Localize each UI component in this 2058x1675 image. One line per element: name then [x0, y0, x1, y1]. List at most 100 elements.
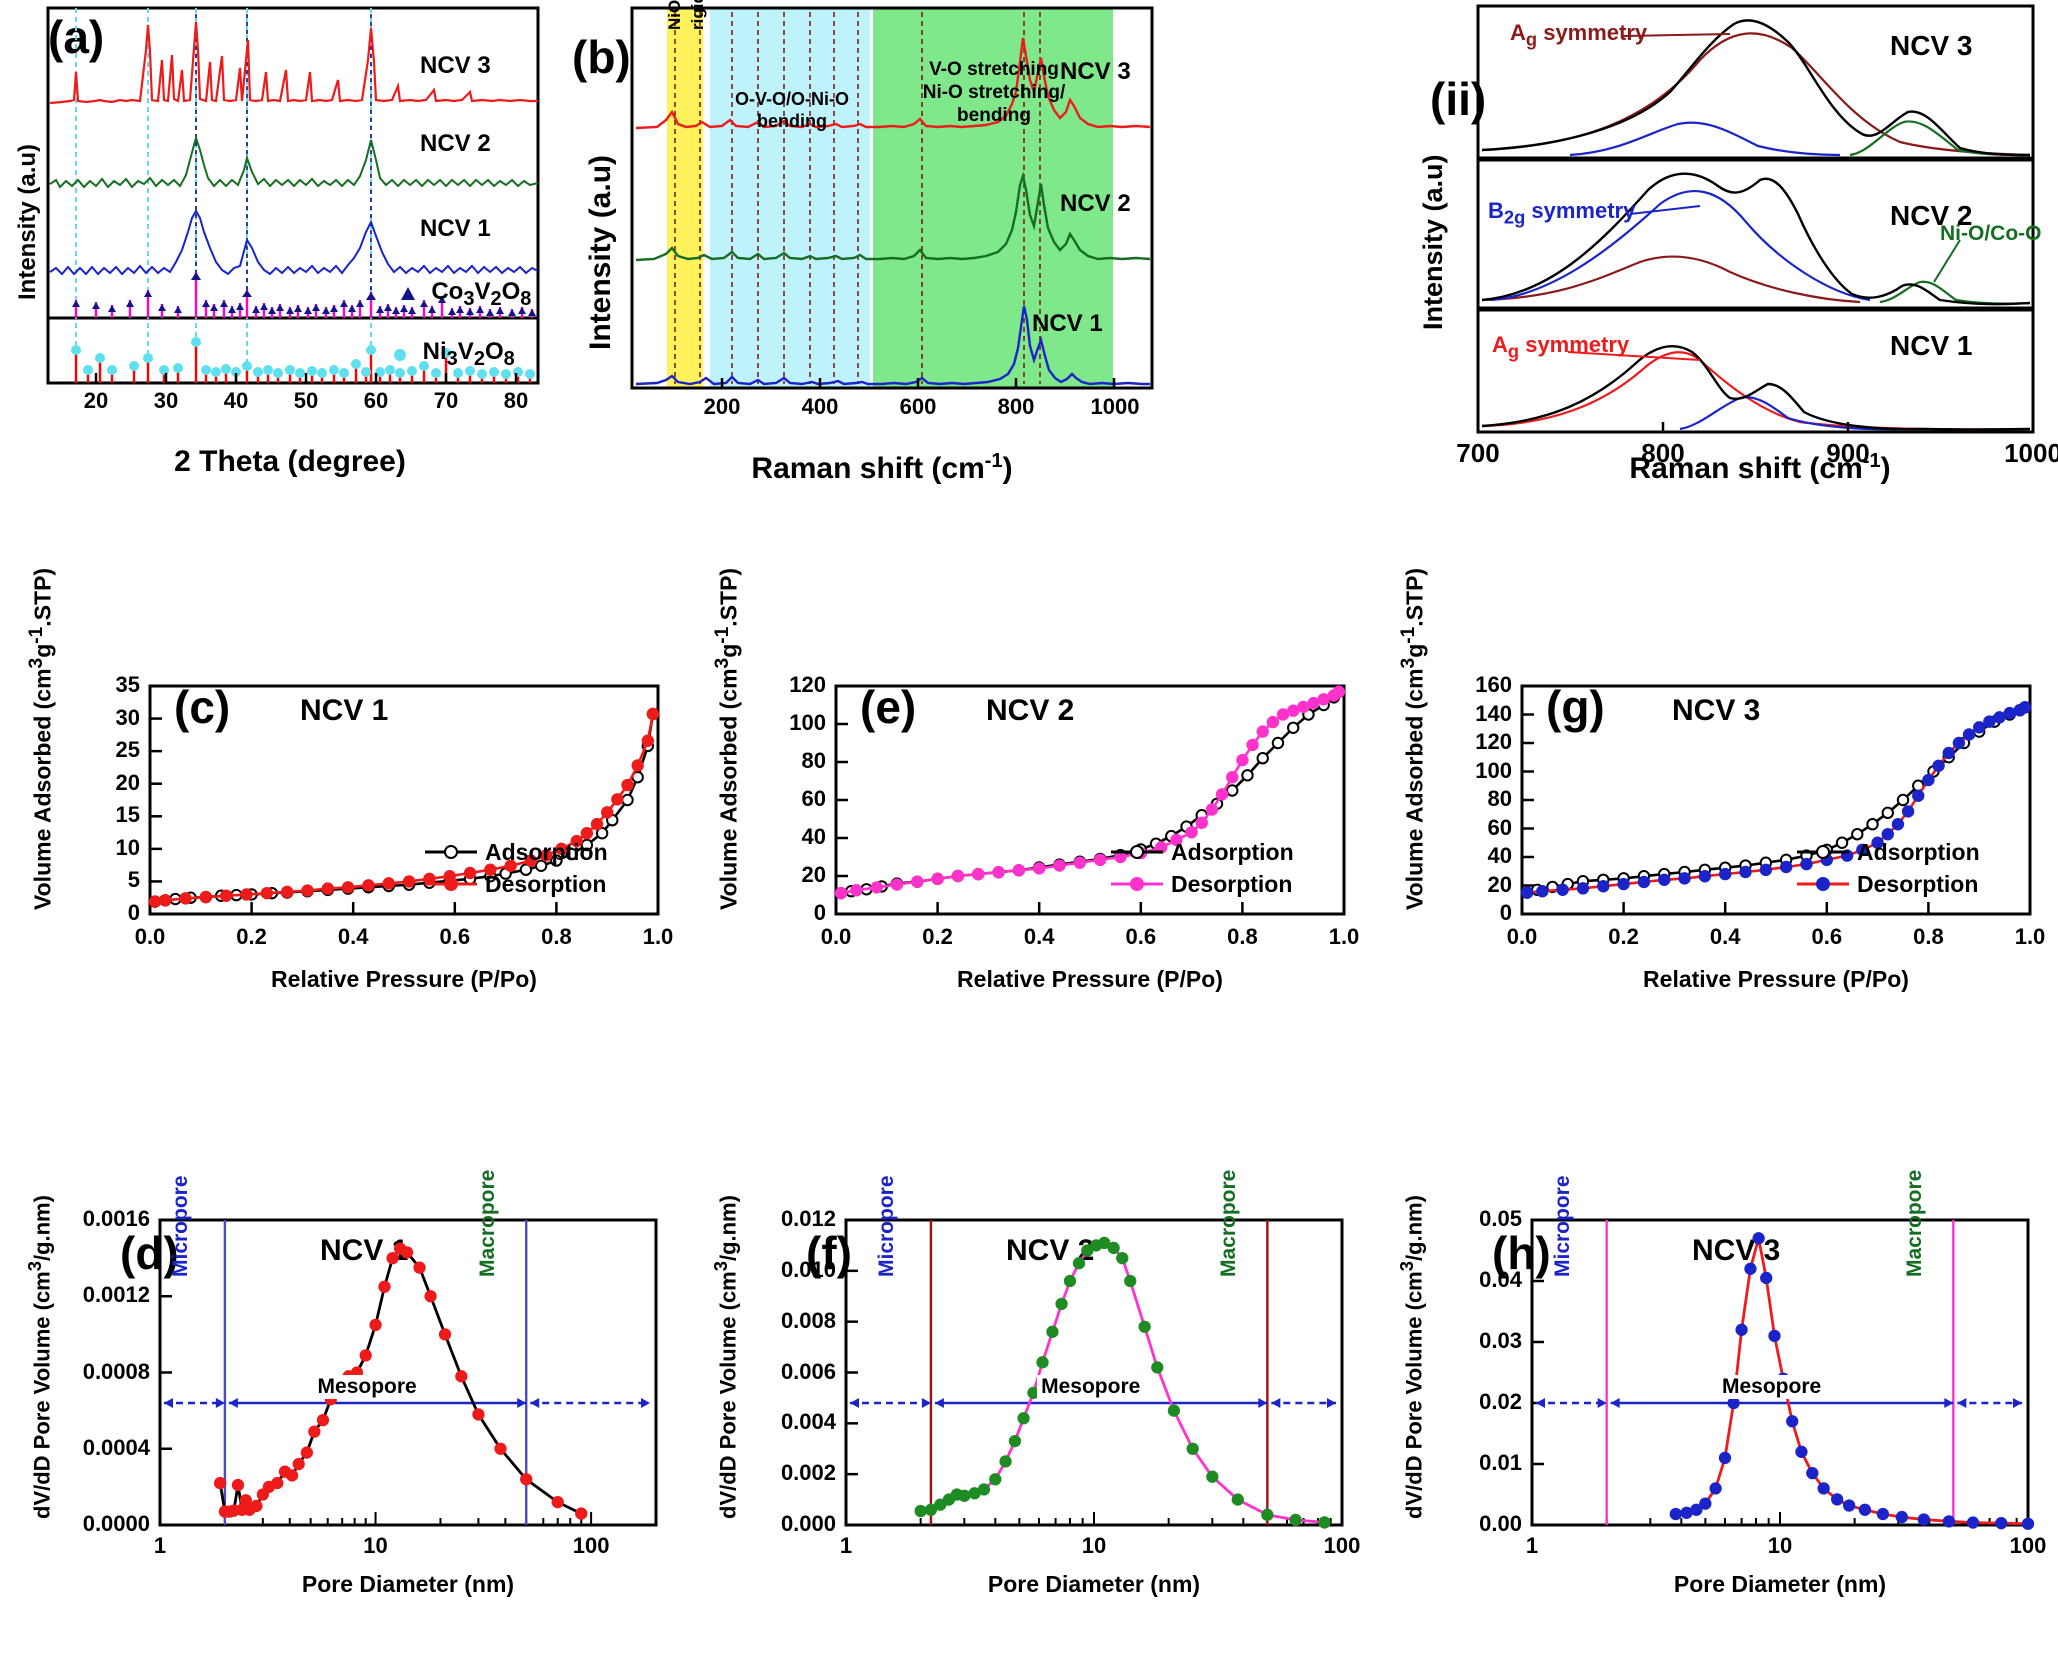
- panel-b-trace-ncv2: [635, 171, 1151, 262]
- data-point: [999, 1455, 1012, 1468]
- y-tick-label: 0.0004: [82, 1434, 150, 1460]
- data-point: [382, 877, 395, 890]
- data-point: [285, 1469, 299, 1482]
- data-point: [1817, 1482, 1830, 1495]
- x-axis-label: Pore Diameter (nm): [301, 1571, 515, 1597]
- data-point: [1008, 1434, 1022, 1448]
- data-point: [250, 1499, 263, 1513]
- region-arrow: [850, 1398, 931, 1408]
- y-tick-label: 0.012: [780, 1206, 836, 1231]
- panel-label: (c): [174, 681, 231, 733]
- data-point: [1318, 1516, 1331, 1529]
- region-label-mesopore: Mesopore: [1718, 1375, 1826, 1399]
- y-tick-label: 140: [1475, 700, 1512, 726]
- x-tick-label: 0.6: [1125, 924, 1157, 949]
- region-label-mesopore: Mesopore: [1037, 1375, 1145, 1399]
- y-tick-label: 0.02: [1479, 1389, 1522, 1414]
- x-tick-label: 0.4: [1023, 924, 1055, 949]
- data-point: [1932, 759, 1945, 773]
- data-point: [1786, 1415, 1799, 1428]
- data-point: [484, 863, 497, 876]
- region-label-micropore: Micropore: [874, 1175, 898, 1277]
- x-axis-label: Pore Diameter (nm): [987, 1571, 1201, 1597]
- panel-a-xtick-5: 70: [433, 388, 459, 413]
- y-tick-label: 15: [115, 802, 140, 828]
- data-point: [1036, 1356, 1049, 1369]
- data-point: [213, 1476, 227, 1490]
- panel-c: (c) NCV 1 Volume Adsorbed (cm3g-1.STP) Rela…: [0, 568, 686, 1006]
- data-point: [1053, 859, 1066, 872]
- data-point: [260, 886, 274, 900]
- panel-title: NCV 3: [1672, 694, 1761, 727]
- panel-g: (g) NCV 3 Volume Adsorbed (cm3g-1.STP) Rela…: [1372, 568, 2058, 1006]
- panel-label: (f): [806, 1227, 852, 1279]
- data-point: [1206, 1470, 1219, 1483]
- data-point: [1151, 1361, 1164, 1374]
- data-point: [1536, 885, 1549, 898]
- panel-label: (h): [1492, 1227, 1551, 1279]
- panel-b-xtick-4: 1000: [1090, 394, 1140, 419]
- x-tick-label: 1.0: [2014, 924, 2046, 949]
- data-point: [977, 1483, 991, 1496]
- data-point: [1973, 721, 1986, 734]
- data-point: [1307, 696, 1320, 710]
- x-axis-label: Relative Pressure (P/Po): [957, 966, 1223, 992]
- legend-item: Desorption: [1795, 868, 1980, 900]
- x-tick-label: 100: [572, 1533, 610, 1558]
- y-tick-label: 10: [115, 834, 140, 860]
- x-tick-label: 100: [2009, 1533, 2047, 1558]
- x-tick-label: 10: [363, 1533, 388, 1558]
- x-tick-label: 0.4: [1709, 924, 1741, 949]
- data-point: [1835, 836, 1849, 849]
- data-point: [341, 881, 355, 894]
- data-point: [551, 1495, 564, 1509]
- panel-d: (d) NCV 1 dV/dD Pore Volume (cm3/g.nm) Pore…: [0, 1170, 686, 1675]
- region-arrow: [1957, 1398, 2022, 1408]
- data-point: [1795, 1445, 1808, 1458]
- y-tick-label: 20: [1487, 871, 1512, 897]
- panel-b-ii-ncv3-curves: [1481, 19, 2031, 157]
- data-point: [1520, 886, 1534, 899]
- data-point: [1033, 862, 1046, 875]
- panel-b-series-label-ncv3: NCV 3: [1060, 58, 1131, 85]
- x-tick-label: 0.0: [820, 924, 852, 949]
- data-point: [621, 793, 634, 807]
- panel-label: (e): [860, 681, 917, 733]
- plot-area: [834, 684, 1346, 916]
- region-label-mesopore: Mesopore: [313, 1375, 421, 1399]
- data-point: [621, 778, 634, 792]
- y-tick-label: 0.0008: [82, 1358, 150, 1384]
- data-point: [601, 806, 614, 819]
- data-point: [1698, 870, 1712, 883]
- data-point: [1138, 1320, 1151, 1333]
- x-tick-label: 1: [839, 1533, 853, 1558]
- y-tick-label: 40: [801, 824, 826, 849]
- data-point: [1759, 863, 1773, 877]
- y-tick-label: 0.010: [780, 1256, 836, 1282]
- panel-b-ii-sample-ncv2: NCV 2: [1890, 200, 1973, 231]
- x-tick-label: 1: [1525, 1533, 1539, 1558]
- y-tick-label: 0.0000: [82, 1511, 150, 1536]
- panel-b-ii-annot-ncv2-b2g: B2g symmetry: [1488, 198, 1636, 228]
- data-point: [179, 892, 192, 905]
- data-point: [1891, 818, 1905, 831]
- data-point: [1576, 882, 1590, 895]
- panel-label: (g): [1546, 681, 1605, 733]
- panel-a-xtick-4: 60: [363, 388, 389, 413]
- data-point: [1124, 1274, 1137, 1288]
- x-axis-label: Relative Pressure (P/Po): [271, 966, 537, 992]
- panel-b-band-2: [873, 8, 1113, 388]
- x-tick-label: 0.2: [1608, 924, 1639, 949]
- plot-area: [1520, 684, 2032, 916]
- data-point: [472, 1408, 485, 1421]
- data-point: [359, 1349, 372, 1362]
- data-point: [2013, 704, 2027, 717]
- data-point: [580, 827, 594, 840]
- data-point: [1256, 725, 1269, 738]
- y-tick-label: 0.05: [1479, 1206, 1522, 1231]
- data-point: [1876, 1507, 1890, 1521]
- data-point: [590, 817, 604, 831]
- y-tick-label: 60: [801, 786, 826, 811]
- data-point: [1912, 789, 1925, 802]
- data-point: [1858, 1503, 1872, 1516]
